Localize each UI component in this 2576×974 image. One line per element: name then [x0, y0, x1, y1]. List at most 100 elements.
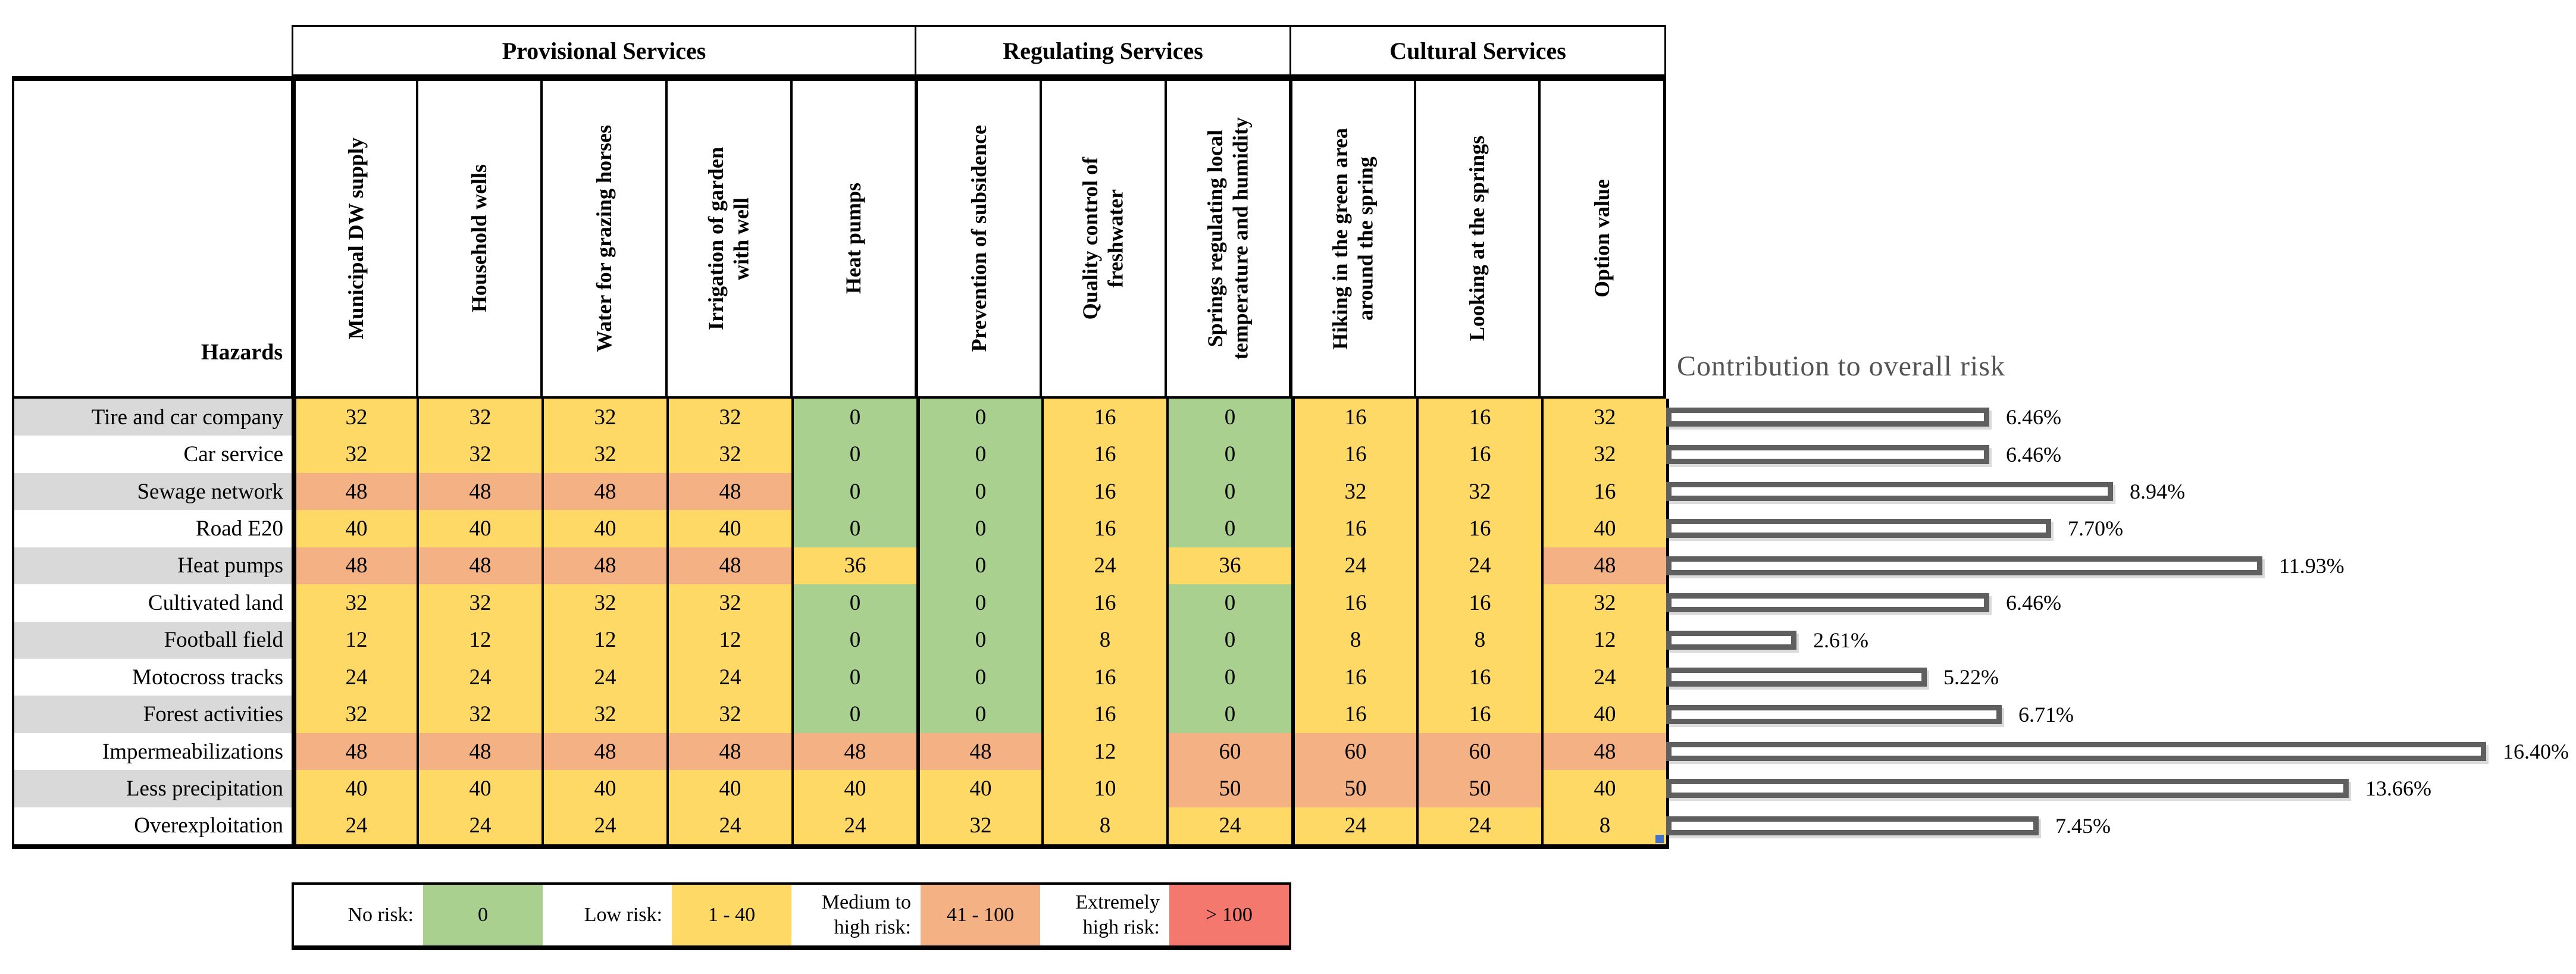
service-column-header-label: Irrigation of garden with well [704, 147, 753, 330]
service-column-header: Looking at the springs [1413, 81, 1539, 396]
risk-bar-value-label: 16.40% [2503, 740, 2569, 763]
risk-cell: 0 [916, 621, 1041, 659]
risk-cell: 32 [417, 399, 542, 436]
risk-cell: 32 [292, 436, 417, 473]
hazards-header-label: Hazards [201, 340, 283, 365]
risk-bar-value-label: 2.61% [1813, 628, 1868, 652]
risk-cell: 24 [1416, 807, 1541, 845]
risk-cell: 36 [791, 547, 916, 585]
risk-cell: 16 [1041, 436, 1166, 473]
table-row: Cultivated land 32 32 32 32 0 0 16 0 16 16 32 [12, 584, 1666, 622]
risk-cell: 12 [542, 621, 666, 659]
hazard-row-label: Car service [12, 436, 292, 473]
hazard-row-label: Football field [12, 621, 292, 659]
risk-bar-value-label: 7.45% [2055, 814, 2111, 838]
risk-cell: 12 [1041, 732, 1166, 771]
risk-cell: 32 [292, 399, 417, 436]
risk-cell: 40 [791, 770, 916, 807]
risk-cell: 16 [1291, 584, 1416, 622]
risk-cell: 16 [1291, 399, 1416, 436]
risk-cell: 16 [1041, 472, 1166, 511]
legend-swatch: 41 - 100 [921, 885, 1040, 945]
risk-cell: 48 [292, 547, 417, 585]
risk-cell: 48 [916, 732, 1041, 771]
risk-cell: 32 [542, 399, 666, 436]
risk-cell: 0 [916, 658, 1041, 696]
risk-bar [1666, 482, 2113, 501]
risk-cell: 40 [542, 770, 666, 807]
table-row: Tire and car company 32 32 32 32 0 0 16 0 16 16 32 [12, 399, 1666, 436]
risk-bar [1666, 742, 2486, 761]
risk-cell: 0 [791, 399, 916, 436]
legend-swatch: 1 - 40 [672, 885, 791, 945]
risk-cell: 16 [1416, 584, 1541, 622]
risk-cell: 24 [1291, 807, 1416, 845]
table-row: Motocross tracks 24 24 24 24 0 0 16 0 16 16 24 [12, 658, 1666, 696]
risk-cell: 0 [1166, 472, 1291, 511]
risk-cell: 40 [542, 510, 666, 547]
risk-cell: 24 [791, 807, 916, 845]
risk-cell: 24 [542, 807, 666, 845]
risk-cell: 0 [791, 621, 916, 659]
risk-bar [1666, 556, 2262, 575]
table-row: Sewage network 48 48 48 48 0 0 16 0 32 32 16 [12, 472, 1666, 511]
risk-bar-value-label: 6.71% [2018, 703, 2074, 726]
risk-cell: 0 [916, 696, 1041, 733]
hazards-header: Hazards [12, 81, 292, 396]
service-column-header-label: Springs regulating local temperature and… [1203, 117, 1253, 360]
risk-cell: 16 [1041, 510, 1166, 547]
legend-label: Low risk: [584, 903, 662, 926]
service-column-header: Water for grazing horses [540, 81, 666, 396]
risk-cell: 32 [1541, 399, 1666, 436]
risk-cell: 0 [791, 510, 916, 547]
risk-cell: 48 [1541, 732, 1666, 771]
risk-cell: 16 [1541, 472, 1666, 511]
risk-cell: 32 [1416, 472, 1541, 511]
service-column-header: Springs regulating local temperature and… [1164, 81, 1289, 396]
legend-label: Extremely high risk: [1075, 891, 1160, 939]
risk-bar-value-label: 5.22% [1943, 665, 1999, 689]
risk-cell: 0 [1166, 584, 1291, 622]
risk-cell: 0 [1166, 696, 1291, 733]
risk-cell: 8 [1041, 621, 1166, 659]
risk-bar [1666, 519, 2051, 538]
service-column-header-label: Household wells [467, 164, 492, 313]
risk-cell: 32 [1541, 436, 1666, 473]
risk-cell: 40 [417, 770, 542, 807]
risk-cell: 12 [1541, 621, 1666, 659]
risk-cell: 16 [1416, 510, 1541, 547]
hazard-row-label: Less precipitation [12, 770, 292, 807]
risk-cell: 0 [1166, 399, 1291, 436]
risk-table-body: Tire and car company 32 32 32 32 0 0 16 0 16 16 32 C… [12, 399, 1669, 849]
risk-cell: 16 [1041, 658, 1166, 696]
risk-cell: 16 [1416, 696, 1541, 733]
legend-swatch: > 100 [1169, 885, 1289, 945]
risk-cell: 40 [916, 770, 1041, 807]
hazard-row-label: Impermeabilizations [12, 732, 292, 771]
hazard-row-label: Sewage network [12, 472, 292, 511]
risk-cell: 24 [292, 658, 417, 696]
service-group-header: Provisional Services [292, 25, 916, 76]
risk-bar [1666, 408, 1989, 427]
risk-bar [1666, 816, 2039, 835]
risk-cell: 0 [1166, 658, 1291, 696]
risk-cell: 16 [1041, 696, 1166, 733]
risk-bar-value-label: 6.46% [2006, 591, 2061, 615]
risk-cell: 16 [1416, 399, 1541, 436]
risk-cell: 0 [916, 436, 1041, 473]
risk-bar-value-label: 7.70% [2068, 516, 2123, 540]
service-column-header-label: Looking at the springs [1465, 136, 1489, 342]
risk-cell: 16 [1041, 399, 1166, 436]
risk-cell: 24 [1416, 547, 1541, 585]
hazard-row-label: Heat pumps [12, 547, 292, 585]
risk-cell: 24 [542, 658, 666, 696]
risk-cell: 8 [1041, 807, 1166, 845]
risk-cell: 40 [292, 510, 417, 547]
risk-cell: 0 [916, 547, 1041, 585]
risk-cell: 16 [1416, 658, 1541, 696]
risk-bar-value-label: 6.46% [2006, 443, 2061, 466]
service-column-header-label: Municipal DW supply [343, 137, 368, 340]
legend-swatch: 0 [423, 885, 543, 945]
risk-cell: 32 [292, 584, 417, 622]
risk-cell: 16 [1291, 436, 1416, 473]
